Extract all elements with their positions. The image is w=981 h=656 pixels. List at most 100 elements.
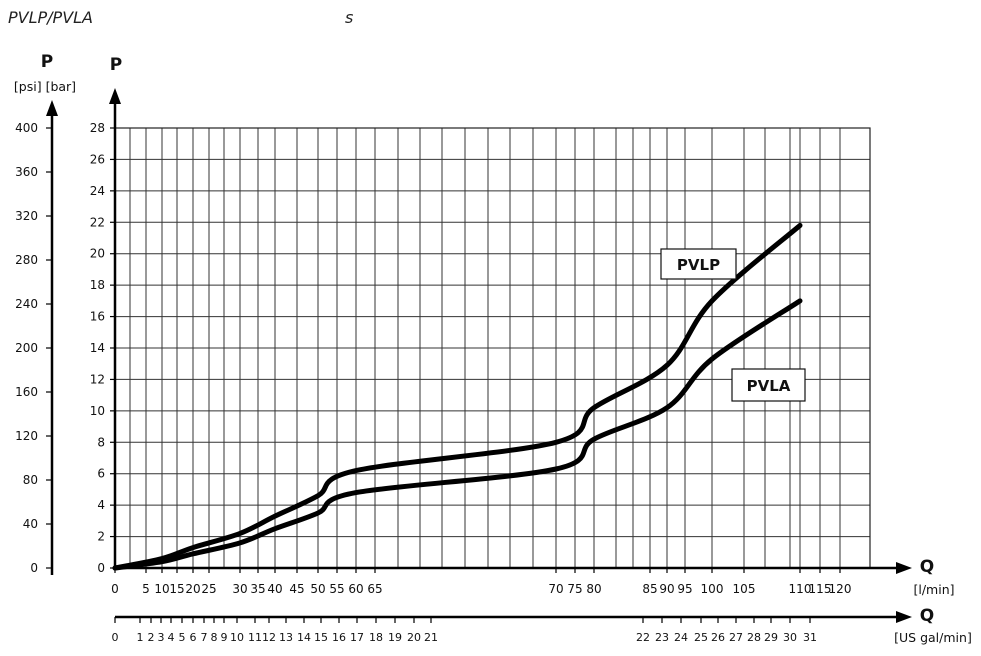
x-tick-label: 35 bbox=[250, 582, 265, 596]
x-axis-arrow bbox=[896, 562, 912, 574]
y-tick-label: 12 bbox=[90, 372, 105, 386]
y-axis-left-arrow bbox=[46, 100, 58, 116]
y-left-tick-label: 280 bbox=[15, 253, 38, 267]
x-tick-label: 75 bbox=[567, 582, 582, 596]
x2-tick-label: 19 bbox=[388, 631, 402, 644]
x2-tick-label: 7 bbox=[201, 631, 208, 644]
y-left-tick-label: 80 bbox=[23, 473, 38, 487]
y-left-tick-label: 320 bbox=[15, 209, 38, 223]
x2-tick-label: 3 bbox=[158, 631, 165, 644]
x2-tick-label: 14 bbox=[297, 631, 311, 644]
x-tick-label: 55 bbox=[329, 582, 344, 596]
x2-tick-label: 22 bbox=[636, 631, 650, 644]
y-tick-label: 0 bbox=[97, 561, 105, 575]
axis-labels: P P [psi] [bar] Q [l/min] Q [US gal/min] bbox=[14, 52, 972, 645]
y-axis-title: P bbox=[110, 55, 122, 75]
chart-title: PVLP/PVLA bbox=[8, 8, 93, 27]
y-tick-label: 4 bbox=[97, 498, 105, 512]
x2-tick-label: 6 bbox=[190, 631, 197, 644]
y-tick-label: 14 bbox=[90, 341, 105, 355]
x-tick-label: 0 bbox=[111, 582, 119, 596]
x-tick-label: 15 bbox=[169, 582, 184, 596]
x-tick-label: 70 bbox=[548, 582, 563, 596]
y-tick-label: 24 bbox=[90, 184, 105, 198]
x2-tick-label: 15 bbox=[314, 631, 328, 644]
x-axis-title: Q bbox=[920, 557, 934, 577]
x-axis-unit: [l/min] bbox=[913, 582, 954, 597]
pvlp-label-box bbox=[660, 248, 737, 280]
x-tick-label: 110 bbox=[789, 582, 812, 596]
x2-tick-label: 0 bbox=[112, 631, 119, 644]
x2-tick-label: 24 bbox=[674, 631, 688, 644]
x2-tick-label: 20 bbox=[407, 631, 421, 644]
y-left-tick-label: 400 bbox=[15, 121, 38, 135]
pvla-label-box bbox=[731, 368, 806, 402]
x2-tick-label: 28 bbox=[747, 631, 761, 644]
y-left-tick-label: 40 bbox=[23, 517, 38, 531]
x-axis-secondary-title: Q bbox=[920, 606, 934, 626]
y-axis-left-units: [psi] [bar] bbox=[14, 79, 76, 94]
tick-labels: 0246810121416182022242628040801201602002… bbox=[15, 121, 851, 644]
y-tick-label: 28 bbox=[90, 121, 105, 135]
x2-tick-label: 10 bbox=[230, 631, 244, 644]
x-tick-label: 90 bbox=[659, 582, 674, 596]
x2-tick-label: 25 bbox=[694, 631, 708, 644]
y-tick-label: 20 bbox=[90, 247, 105, 261]
x2-tick-label: 30 bbox=[783, 631, 797, 644]
y-left-tick-label: 240 bbox=[15, 297, 38, 311]
x2-tick-label: 26 bbox=[711, 631, 725, 644]
x-tick-label: 20 bbox=[185, 582, 200, 596]
x-axis-secondary-unit: [US gal/min] bbox=[894, 630, 972, 645]
x-tick-label: 65 bbox=[367, 582, 382, 596]
x2-tick-label: 16 bbox=[332, 631, 346, 644]
x2-tick-label: 13 bbox=[279, 631, 293, 644]
y-left-tick-label: 200 bbox=[15, 341, 38, 355]
y-left-tick-label: 360 bbox=[15, 165, 38, 179]
y-tick-label: 6 bbox=[97, 467, 105, 481]
x2-tick-label: 4 bbox=[168, 631, 175, 644]
x2-tick-label: 31 bbox=[803, 631, 817, 644]
x-tick-label: 100 bbox=[701, 582, 724, 596]
y-tick-label: 2 bbox=[97, 530, 105, 544]
series-line-pvla bbox=[112, 298, 803, 571]
x-tick-label: 80 bbox=[586, 582, 601, 596]
x2-tick-label: 1 bbox=[137, 631, 144, 644]
y-tick-label: 26 bbox=[90, 152, 105, 166]
x-tick-label: 115 bbox=[809, 582, 832, 596]
x2-tick-label: 23 bbox=[655, 631, 669, 644]
axes bbox=[46, 88, 912, 623]
x-tick-label: 45 bbox=[289, 582, 304, 596]
y-left-tick-label: 160 bbox=[15, 385, 38, 399]
y-left-tick-label: 0 bbox=[30, 561, 38, 575]
y-tick-label: 10 bbox=[90, 404, 105, 418]
y-axis-arrow bbox=[109, 88, 121, 104]
y-tick-label: 22 bbox=[90, 215, 105, 229]
y-tick-label: 16 bbox=[90, 310, 105, 324]
x2-tick-label: 17 bbox=[350, 631, 364, 644]
x2-tick-label: 18 bbox=[369, 631, 383, 644]
x2-tick-label: 9 bbox=[221, 631, 228, 644]
x2-tick-label: 27 bbox=[729, 631, 743, 644]
x-tick-label: 25 bbox=[201, 582, 216, 596]
x-tick-label: 105 bbox=[733, 582, 756, 596]
x2-tick-label: 2 bbox=[148, 631, 155, 644]
x2-tick-label: 29 bbox=[764, 631, 778, 644]
series-line-pvlp bbox=[112, 222, 803, 571]
x2-tick-label: 12 bbox=[262, 631, 276, 644]
y-tick-label: 8 bbox=[97, 435, 105, 449]
series-lines bbox=[112, 222, 803, 571]
grid bbox=[114, 127, 871, 569]
x-tick-label: 40 bbox=[267, 582, 282, 596]
x2-tick-label: 11 bbox=[248, 631, 262, 644]
y-left-tick-label: 120 bbox=[15, 429, 38, 443]
pvla-label: PVLA bbox=[747, 377, 791, 395]
x-tick-label: 85 bbox=[642, 582, 657, 596]
y-tick-label: 18 bbox=[90, 278, 105, 292]
x-tick-label: 30 bbox=[232, 582, 247, 596]
x-tick-label: 120 bbox=[829, 582, 852, 596]
x-tick-label: 50 bbox=[310, 582, 325, 596]
x-tick-label: 95 bbox=[677, 582, 692, 596]
x-tick-label: 60 bbox=[348, 582, 363, 596]
x-tick-label: 10 bbox=[154, 582, 169, 596]
